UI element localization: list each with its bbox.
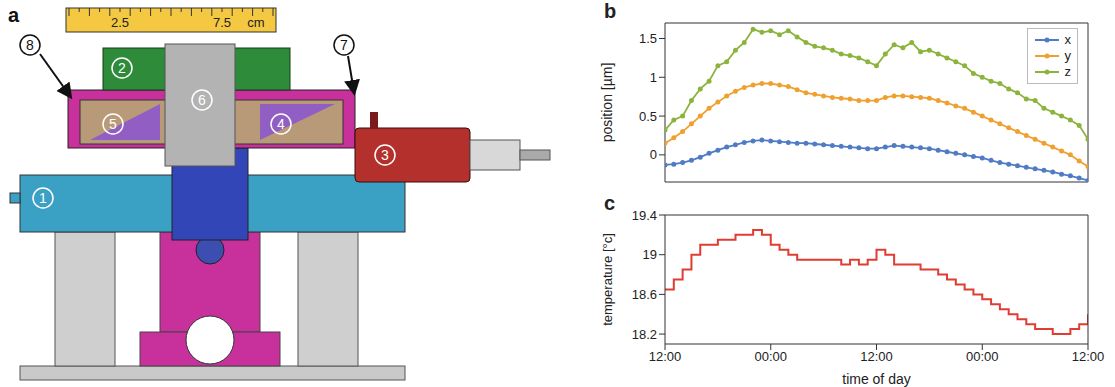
svg-text:4: 4 (277, 116, 285, 132)
html-text:c: c (604, 192, 616, 214)
html-text:b: b (604, 0, 617, 22)
svg-text:19: 19 (643, 247, 657, 262)
svg-text:temperature [°c]: temperature [°c] (600, 233, 615, 326)
html-text:x: x (1064, 32, 1071, 47)
svg-text:18.6: 18.6 (632, 287, 657, 302)
svg-text:18.2: 18.2 (632, 327, 657, 342)
svg-text:0: 0 (650, 147, 657, 162)
svg-text:00:00: 00:00 (754, 349, 787, 364)
svg-text:3: 3 (381, 147, 389, 163)
svg-text:2.5: 2.5 (111, 15, 129, 30)
svg-text:position [µm]: position [µm] (599, 63, 615, 143)
svg-text:1: 1 (39, 190, 47, 206)
html-text:y: y (1064, 48, 1071, 63)
svg-text:8: 8 (26, 37, 34, 53)
svg-text:cm: cm (247, 15, 264, 30)
svg-text:7.5: 7.5 (213, 15, 231, 30)
svg-text:1: 1 (650, 70, 657, 85)
svg-text:a: a (8, 4, 20, 26)
svg-text:12:00: 12:00 (860, 349, 893, 364)
svg-text:00:00: 00:00 (966, 349, 999, 364)
svg-text:6: 6 (198, 92, 206, 108)
svg-text:time of day: time of day (842, 371, 910, 387)
svg-text:7: 7 (340, 37, 348, 53)
svg-text:12:00: 12:00 (1072, 349, 1105, 364)
svg-text:2: 2 (118, 60, 126, 76)
svg-text:19.4: 19.4 (632, 208, 657, 223)
svg-text:5: 5 (109, 116, 117, 132)
svg-text:0.5: 0.5 (639, 109, 657, 124)
svg-text:1.5: 1.5 (639, 31, 657, 46)
html-text:z: z (1064, 64, 1071, 79)
svg-text:12:00: 12:00 (649, 349, 682, 364)
